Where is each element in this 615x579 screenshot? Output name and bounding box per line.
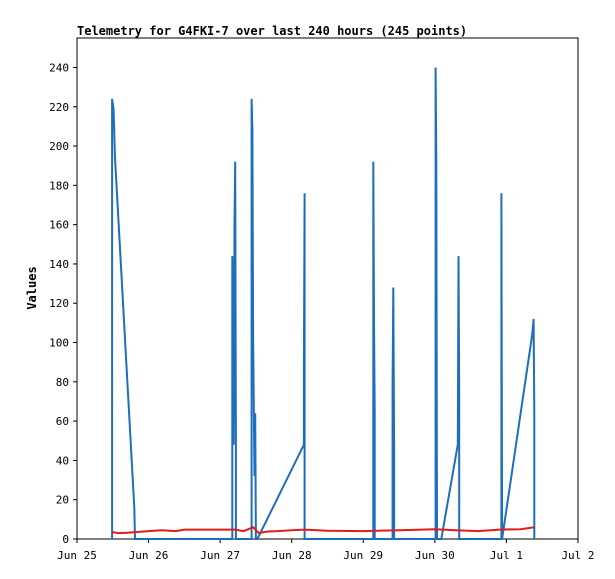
series-line-1 — [111, 67, 536, 540]
y-tick-label: 140 — [49, 258, 69, 271]
y-tick-label: 160 — [49, 219, 69, 232]
y-tick-label: 40 — [56, 454, 69, 467]
x-tick-label: Jul 2 — [561, 549, 594, 562]
x-tick-label: Jun 26 — [129, 549, 169, 562]
x-tick-label: Jun 30 — [415, 549, 455, 562]
y-tick-label: 240 — [49, 61, 69, 74]
y-tick-label: 20 — [56, 494, 69, 507]
x-tick-label: Jun 28 — [272, 549, 312, 562]
y-axis-label: Values — [25, 266, 39, 309]
y-tick-label: 60 — [56, 415, 69, 428]
x-tick-label: Jul 1 — [490, 549, 523, 562]
y-tick-label: 120 — [49, 297, 69, 310]
chart-title: Telemetry for G4FKI-7 over last 240 hour… — [77, 24, 467, 38]
x-tick-label: Jun 25 — [57, 549, 97, 562]
x-tick-label: Jun 29 — [343, 549, 383, 562]
y-tick-label: 80 — [56, 376, 69, 389]
y-tick-label: 0 — [62, 533, 69, 546]
series-layer — [111, 67, 536, 540]
y-tick-label: 220 — [49, 101, 69, 114]
y-tick-label: 200 — [49, 140, 69, 153]
y-tick-label: 180 — [49, 179, 69, 192]
y-axis: 0 20 40 60 80 100 120 140 160 180 200 220 240 — [49, 61, 77, 546]
x-axis: Jun 25 Jun 26 Jun 27 Jun 28 Jun 29 Jun 30 Jul … — [57, 539, 595, 562]
x-tick-label: Jun 27 — [200, 549, 240, 562]
y-tick-label: 100 — [49, 337, 69, 350]
series-line-2 — [111, 526, 535, 535]
